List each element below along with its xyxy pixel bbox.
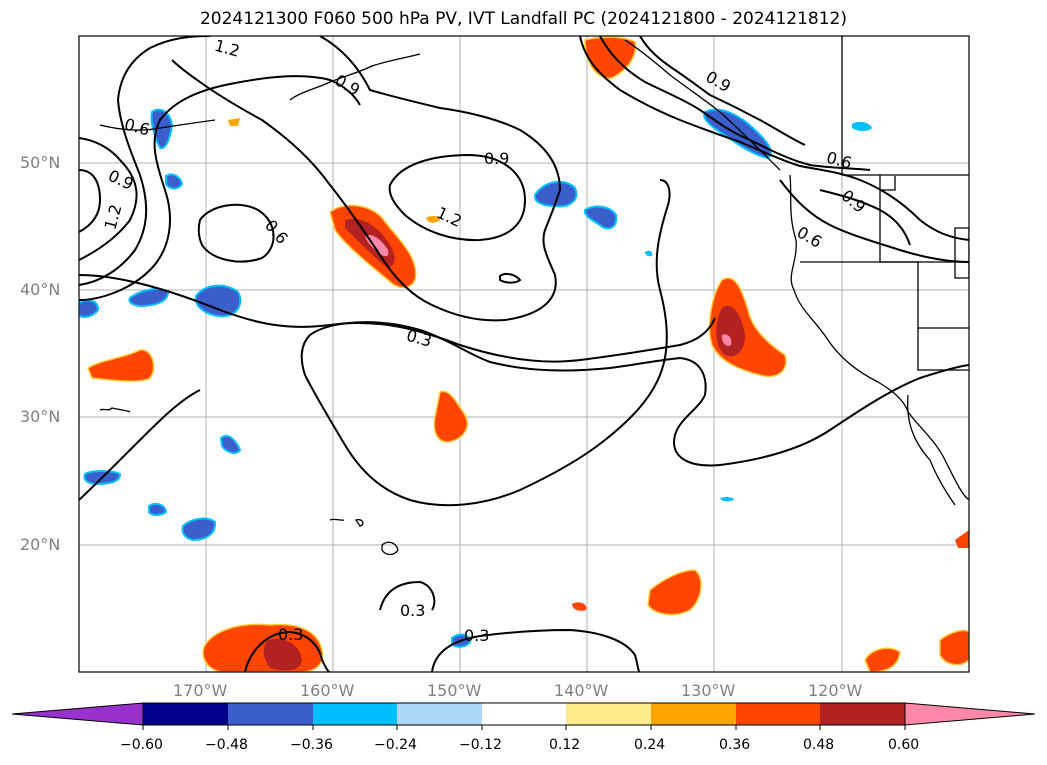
contour-line (309, 321, 969, 467)
colorbar-tick-label: 0.24 (634, 737, 666, 753)
colorbar-tick-label: 0.36 (719, 737, 751, 753)
colorbar-segment (566, 703, 651, 725)
contour-label: 0.3 (400, 601, 425, 620)
anomaly-patch (148, 503, 168, 516)
anomaly-patch (228, 118, 240, 126)
contour-line (300, 179, 671, 507)
colorbar-segment (228, 703, 313, 725)
contour-line (639, 36, 806, 146)
contour-line (79, 75, 361, 301)
colorbar-tick-label: 0.12 (549, 737, 581, 753)
colorbar-extend-high (904, 702, 1036, 726)
colorbar-segment (397, 703, 482, 725)
lon-label-150w: 150°W (427, 681, 482, 700)
colorbar-segment (651, 703, 736, 725)
anomaly-patch (716, 305, 746, 357)
anomaly-patch (202, 623, 324, 672)
anomaly-patch (647, 569, 702, 616)
lon-label-120w: 120°W (808, 681, 863, 700)
colorbar-segment (820, 703, 905, 725)
contour-line (779, 179, 969, 263)
colorbar-segment (736, 703, 820, 725)
anomaly-patch (426, 215, 440, 223)
anomaly-patch (263, 638, 302, 671)
contour-label: 0.3 (464, 626, 489, 645)
colorbar-segment (313, 703, 397, 725)
lon-label-140w: 140°W (554, 681, 609, 700)
contour-line (79, 36, 211, 286)
contour-line (197, 203, 275, 263)
colorbar-tick-label: −0.24 (374, 737, 417, 753)
anomaly-patch (939, 629, 969, 666)
colorbar-tick-label: −0.12 (459, 737, 502, 753)
contour-line (79, 389, 201, 501)
contour-line (499, 272, 522, 284)
lat-label-30n: 30°N (20, 407, 61, 426)
colorbar-segment (143, 703, 228, 725)
contour-line (599, 36, 871, 171)
contour-line (244, 630, 331, 672)
anomaly-patch (645, 250, 653, 257)
lat-label-50n: 50°N (20, 153, 61, 172)
colorbar-segment (482, 703, 566, 725)
anomaly-patch (533, 180, 578, 208)
map-frame (78, 35, 970, 673)
map-title: 2024121300 F060 500 hPa PV, IVT Landfall… (199, 9, 847, 29)
colorbar-tick-label: −0.48 (205, 737, 248, 753)
colorbar-tick-label: −0.36 (290, 737, 333, 753)
colorbar-extend-low (11, 702, 144, 726)
contour-label: 0.9 (484, 149, 509, 168)
contour-line (379, 580, 436, 611)
anomaly-patch (128, 288, 170, 308)
anomaly-patch (720, 496, 734, 502)
lon-label-170w: 170°W (173, 681, 228, 700)
lon-label-130w: 130°W (681, 681, 736, 700)
colorbar-tick-label: 0.60 (888, 737, 920, 753)
lon-label-160w: 160°W (300, 681, 355, 700)
anomaly-patch (955, 530, 969, 548)
colorbar-tick-label: −0.60 (120, 737, 163, 753)
anomaly-patch (181, 517, 217, 542)
contour-line (79, 169, 102, 233)
filled-anomalies (79, 36, 969, 672)
anomaly-patch (721, 334, 732, 346)
anomaly-patch (583, 205, 618, 230)
anomaly-patch (150, 108, 174, 150)
colorbar-tick-label: 0.48 (803, 737, 835, 753)
map-background (79, 36, 969, 672)
anomaly-patch (87, 349, 155, 382)
anomaly-patch (165, 173, 184, 190)
contour-line (388, 153, 527, 242)
contour-line (819, 189, 911, 246)
contour-line (579, 36, 969, 241)
anomaly-patch (572, 602, 587, 611)
anomaly-patch (852, 121, 872, 131)
colorbar (11, 702, 1036, 730)
contour-line (171, 36, 562, 322)
contour-line (79, 137, 138, 261)
anomaly-patch (433, 390, 469, 443)
anomaly-patch (194, 284, 242, 318)
lat-label-40n: 40°N (20, 280, 61, 299)
contour-line (431, 628, 641, 672)
contour-label: 0.3 (278, 625, 303, 644)
lat-label-20n: 20°N (20, 535, 61, 554)
pv-contours (79, 36, 969, 672)
anomaly-patch (584, 36, 637, 79)
anomaly-patch (219, 434, 242, 454)
